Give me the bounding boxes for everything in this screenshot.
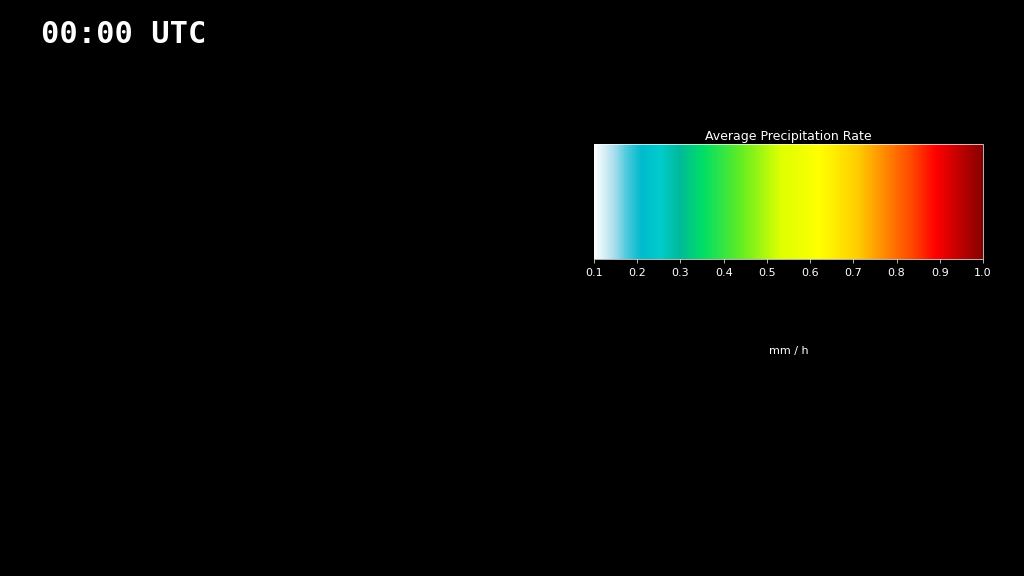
Title: Average Precipitation Rate: Average Precipitation Rate: [706, 130, 871, 143]
Text: mm / h: mm / h: [769, 346, 808, 355]
Text: 00:00 UTC: 00:00 UTC: [41, 20, 206, 49]
